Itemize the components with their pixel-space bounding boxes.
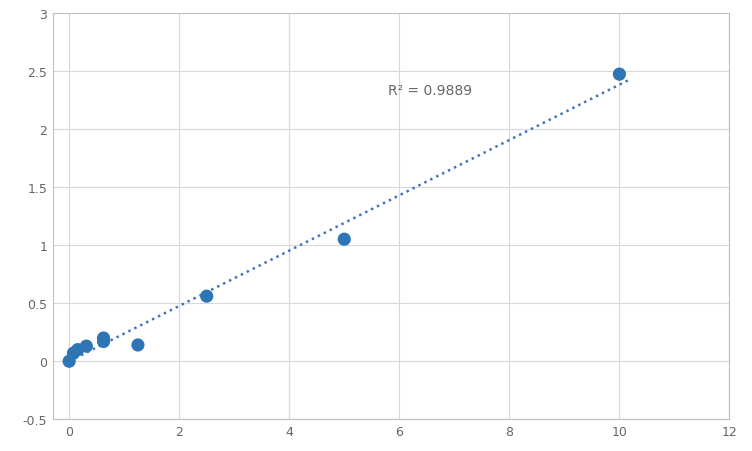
Point: [98, 335, 110, 342]
Point: [614, 71, 626, 78]
Point: [98, 338, 110, 345]
Point: [338, 236, 350, 243]
Point: [132, 341, 144, 349]
Point: [68, 350, 80, 357]
Point: [80, 343, 92, 350]
Point: [201, 293, 213, 300]
Point: [71, 346, 83, 354]
Text: R² = 0.9889: R² = 0.9889: [388, 84, 472, 98]
Point: [63, 358, 75, 365]
